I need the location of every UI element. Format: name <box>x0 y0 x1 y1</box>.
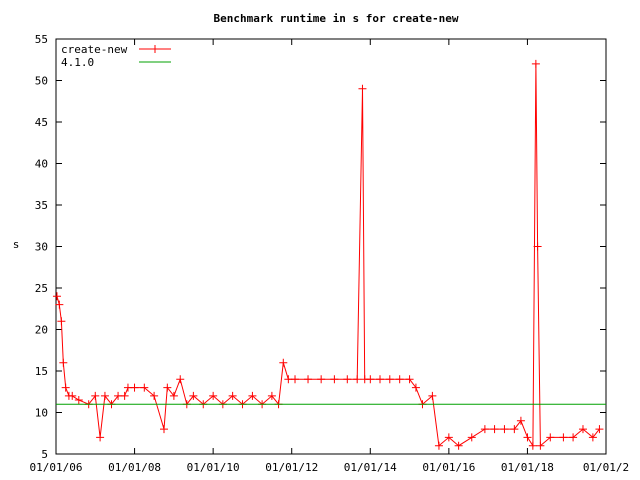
data-point <box>588 433 597 442</box>
x-tick-label: 01/01/14 <box>344 461 397 474</box>
data-point <box>536 441 545 450</box>
y-tick-label: 55 <box>35 33 48 46</box>
series-layer <box>52 59 606 450</box>
data-point <box>291 375 300 384</box>
data-point <box>516 416 525 425</box>
data-point <box>248 391 257 400</box>
data-point <box>569 433 578 442</box>
data-point <box>528 441 537 450</box>
data-point <box>68 391 77 400</box>
y-tick-label: 20 <box>35 324 48 337</box>
data-point <box>55 300 64 309</box>
data-point <box>510 425 519 434</box>
legend-label: 4.1.0 <box>61 56 94 69</box>
x-tick-label: 01/01/2 <box>583 461 629 474</box>
data-point <box>189 391 198 400</box>
x-tick-label: 01/01/12 <box>265 461 318 474</box>
y-tick-label: 35 <box>35 199 48 212</box>
data-point <box>304 375 313 384</box>
data-point <box>480 425 489 434</box>
data-point <box>546 433 555 442</box>
data-point <box>140 383 149 392</box>
x-tick-label: 01/01/06 <box>30 461 83 474</box>
data-point <box>57 317 66 326</box>
data-point <box>209 391 218 400</box>
axes: 5 10 15 20 25 30 35 40 45 50 55 01/01/06 01/01/08 01/… <box>30 33 630 474</box>
data-point <box>353 375 362 384</box>
y-tick-label: 50 <box>35 75 48 88</box>
data-point <box>531 59 540 68</box>
data-point <box>411 383 420 392</box>
data-point <box>159 425 168 434</box>
data-point <box>366 375 375 384</box>
data-point <box>150 391 159 400</box>
data-point <box>228 391 237 400</box>
data-point <box>279 358 288 367</box>
chart-title: Benchmark runtime in s for create-new <box>213 12 458 25</box>
data-point <box>59 358 68 367</box>
data-point <box>52 292 61 301</box>
data-point <box>120 391 129 400</box>
legend-label: create-new <box>61 43 128 56</box>
data-point <box>523 433 532 442</box>
data-point <box>559 433 568 442</box>
series-0 <box>52 59 604 450</box>
data-point <box>428 391 437 400</box>
data-point <box>74 396 83 405</box>
data-point <box>330 375 339 384</box>
legend-marker <box>151 45 159 53</box>
data-point <box>434 441 443 450</box>
data-point <box>317 375 326 384</box>
data-point <box>490 425 499 434</box>
data-point <box>130 383 139 392</box>
data-point <box>284 375 293 384</box>
data-point <box>91 391 100 400</box>
y-tick-label: 25 <box>35 282 48 295</box>
y-tick-label: 40 <box>35 158 48 171</box>
data-point <box>61 383 70 392</box>
data-point <box>444 433 453 442</box>
y-tick-label: 5 <box>41 448 48 461</box>
x-tick-label: 01/01/08 <box>108 461 161 474</box>
data-point <box>375 375 384 384</box>
data-point <box>267 391 276 400</box>
data-point <box>358 84 367 93</box>
x-tick-label: 01/01/18 <box>501 461 554 474</box>
x-tick-label: 01/01/16 <box>422 461 475 474</box>
data-point <box>595 425 604 434</box>
data-point <box>385 375 394 384</box>
data-point <box>500 425 509 434</box>
data-point <box>169 391 178 400</box>
data-point <box>163 383 172 392</box>
y-tick-label: 15 <box>35 365 48 378</box>
y-tick-label: 30 <box>35 241 48 254</box>
data-point <box>578 425 587 434</box>
data-point <box>176 375 185 384</box>
data-point <box>96 433 105 442</box>
data-point <box>454 441 463 450</box>
data-point <box>395 375 404 384</box>
y-tick-label: 45 <box>35 116 48 129</box>
data-point <box>343 375 352 384</box>
data-point <box>467 433 476 442</box>
data-point <box>100 391 109 400</box>
x-tick-label: 01/01/10 <box>187 461 240 474</box>
data-point <box>405 375 414 384</box>
y-axis-label: s <box>13 238 20 251</box>
data-point <box>533 242 542 251</box>
y-tick-label: 10 <box>35 407 48 420</box>
